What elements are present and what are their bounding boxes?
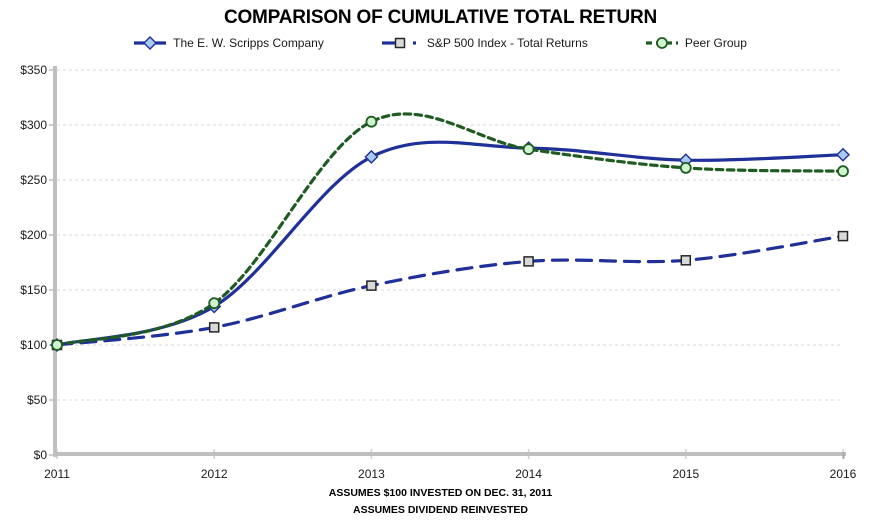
- svg-text:$0: $0: [34, 448, 48, 462]
- footnote-line2: ASSUMES DIVIDEND REINVESTED: [352, 504, 529, 516]
- peer-group-line-sample-icon: [645, 37, 678, 49]
- svg-text:2013: 2013: [358, 467, 385, 481]
- legend-item-sp500: S&P 500 Index - Total Returns: [381, 36, 588, 50]
- svg-text:2011: 2011: [44, 467, 70, 481]
- legend-label-sp500: S&P 500 Index - Total Returns: [426, 36, 588, 50]
- legend-label-scripps: The E. W. Scripps Company: [173, 36, 324, 50]
- svg-text:$200: $200: [20, 228, 47, 242]
- svg-text:2012: 2012: [201, 467, 228, 481]
- svg-text:2016: 2016: [830, 467, 857, 481]
- svg-text:$350: $350: [20, 63, 47, 77]
- chart-title: COMPARISON OF CUMULATIVE TOTAL RETURN: [223, 7, 658, 28]
- legend-item-peer-group: Peer Group: [645, 36, 747, 50]
- legend-label-peer-group: Peer Group: [684, 36, 747, 50]
- chart-legend: The E. W. Scripps Company S&P 500 Index …: [0, 36, 881, 50]
- footnote-line1: ASSUMES $100 INVESTED ON DEC. 31, 2011: [328, 487, 553, 499]
- svg-text:$150: $150: [20, 283, 47, 297]
- scripps-line-sample-icon: [134, 36, 167, 50]
- sp500-line-sample-icon: [381, 37, 416, 49]
- svg-text:2015: 2015: [672, 467, 699, 481]
- legend-item-scripps: The E. W. Scripps Company: [134, 36, 324, 50]
- svg-text:$300: $300: [20, 118, 47, 132]
- svg-text:$250: $250: [20, 173, 47, 187]
- svg-text:$50: $50: [27, 393, 47, 407]
- svg-text:$100: $100: [20, 338, 47, 352]
- svg-text:2014: 2014: [515, 467, 542, 481]
